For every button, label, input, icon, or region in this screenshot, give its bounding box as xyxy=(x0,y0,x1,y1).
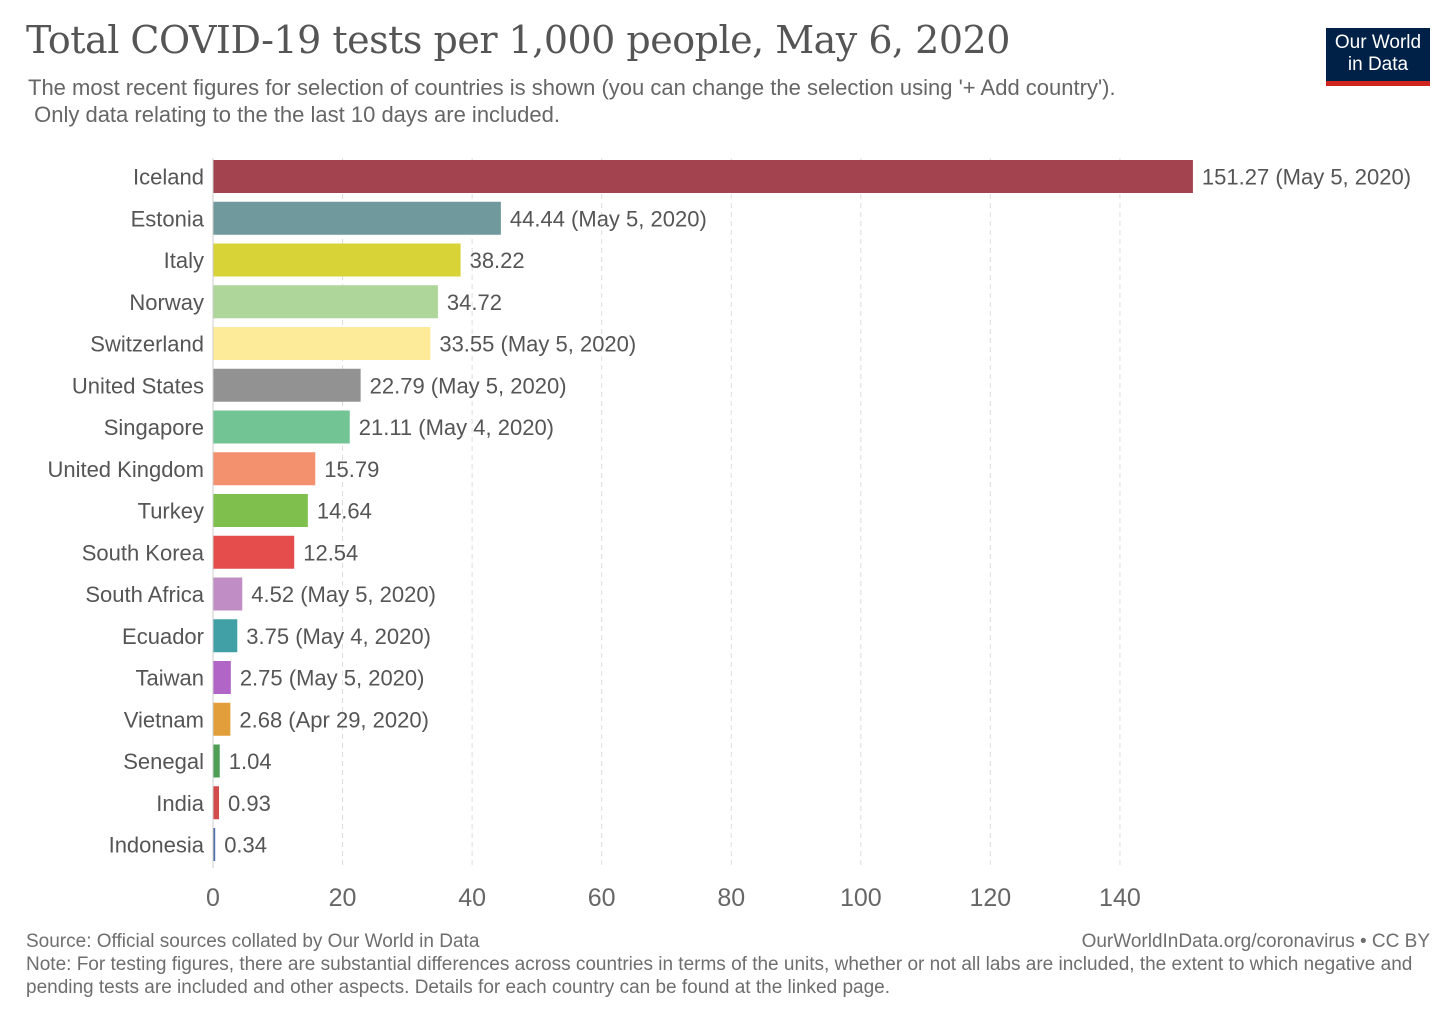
owid-logo[interactable]: Our World in Data xyxy=(1326,28,1430,86)
x-tick-label: 100 xyxy=(840,884,882,912)
category-label-ecuador: Ecuador xyxy=(122,624,204,649)
bar-united-kingdom[interactable] xyxy=(213,452,316,486)
category-label-estonia: Estonia xyxy=(131,206,205,231)
category-label-vietnam: Vietnam xyxy=(124,707,204,732)
logo-accent-bar xyxy=(1326,81,1430,86)
category-label-switzerland: Switzerland xyxy=(90,332,204,357)
bar-taiwan[interactable] xyxy=(213,661,231,694)
bar-estonia[interactable] xyxy=(213,201,501,235)
category-label-norway: Norway xyxy=(129,290,204,315)
data-label-vietnam: 2.68 (Apr 29, 2020) xyxy=(239,707,429,732)
x-tick-label: 40 xyxy=(458,884,486,912)
chart-title: Total COVID-19 tests per 1,000 people, M… xyxy=(26,18,1010,62)
data-label-ecuador: 3.75 (May 4, 2020) xyxy=(246,624,431,649)
bar-switzerland[interactable] xyxy=(213,327,431,360)
source-text: Source: Official sources collated by Our… xyxy=(26,931,480,952)
x-tick-label: 120 xyxy=(970,884,1012,912)
data-label-turkey: 14.64 xyxy=(317,499,372,524)
bar-turkey[interactable] xyxy=(213,494,308,527)
x-tick-label: 140 xyxy=(1099,884,1141,912)
data-label-iceland: 151.27 (May 5, 2020) xyxy=(1202,165,1411,190)
logo-line-2: in Data xyxy=(1347,54,1409,75)
logo-line-1: Our World xyxy=(1334,32,1422,53)
x-tick-label: 0 xyxy=(206,884,220,912)
category-label-italy: Italy xyxy=(164,248,204,273)
data-label-united-states: 22.79 (May 5, 2020) xyxy=(370,373,567,398)
subtitle-line-2: Only data relating to the the last 10 da… xyxy=(28,102,560,127)
data-label-estonia: 44.44 (May 5, 2020) xyxy=(510,206,707,231)
bar-ecuador[interactable] xyxy=(213,619,238,653)
bar-singapore[interactable] xyxy=(213,410,350,444)
category-label-senegal: Senegal xyxy=(123,749,204,774)
data-label-switzerland: 33.55 (May 5, 2020) xyxy=(439,332,636,357)
category-label-united-states: United States xyxy=(72,373,204,398)
bar-india[interactable] xyxy=(213,786,220,820)
bar-south-korea[interactable] xyxy=(213,535,295,569)
category-label-south-africa: South Africa xyxy=(85,582,204,607)
chart-footer: Source: Official sources collated by Our… xyxy=(26,930,1430,999)
data-label-taiwan: 2.75 (May 5, 2020) xyxy=(240,666,425,691)
category-label-turkey: Turkey xyxy=(138,499,204,524)
grid-lines xyxy=(342,158,1121,868)
category-label-taiwan: Taiwan xyxy=(136,666,204,691)
bar-norway[interactable] xyxy=(213,285,438,319)
category-label-indonesia: Indonesia xyxy=(109,833,205,858)
data-label-united-kingdom: 15.79 xyxy=(324,457,379,482)
data-label-indonesia: 0.34 xyxy=(224,833,267,858)
x-tick-label: 80 xyxy=(717,884,745,912)
bar-senegal[interactable] xyxy=(213,744,220,778)
category-label-singapore: Singapore xyxy=(104,415,204,440)
license-link[interactable]: OurWorldInData.org/coronavirus • CC BY xyxy=(1081,931,1430,952)
category-label-iceland: Iceland xyxy=(133,165,204,190)
subtitle-line-1: The most recent figures for selection of… xyxy=(28,75,1116,100)
x-axis: 0 20 40 60 80 100 120 140 xyxy=(206,158,1141,912)
bar-chart: Iceland 151.27 (May 5, 2020) Estonia 44.44 … xyxy=(47,158,1411,912)
note-text: Note: For testing figures, there are sub… xyxy=(26,954,1413,998)
bar-vietnam[interactable] xyxy=(213,702,231,736)
data-label-norway: 34.72 xyxy=(447,290,502,315)
category-label-south-korea: South Korea xyxy=(82,540,205,565)
bar-italy[interactable] xyxy=(213,243,461,277)
bar-united-states[interactable] xyxy=(213,368,361,402)
bars: Iceland 151.27 (May 5, 2020) Estonia 44.44 … xyxy=(47,160,1411,861)
data-label-india: 0.93 xyxy=(228,791,271,816)
data-label-south-africa: 4.52 (May 5, 2020) xyxy=(251,582,436,607)
x-tick-label: 20 xyxy=(329,884,357,912)
category-label-india: India xyxy=(156,791,204,816)
data-label-south-korea: 12.54 xyxy=(303,540,358,565)
category-label-united-kingdom: United Kingdom xyxy=(47,457,204,482)
bar-indonesia[interactable] xyxy=(213,828,216,861)
x-tick-label: 60 xyxy=(588,884,616,912)
data-label-singapore: 21.11 (May 4, 2020) xyxy=(359,415,554,440)
data-label-italy: 38.22 xyxy=(470,248,525,273)
bar-iceland[interactable] xyxy=(213,160,1193,193)
data-label-senegal: 1.04 xyxy=(229,749,272,774)
bar-south-africa[interactable] xyxy=(213,577,243,611)
chart-subtitle: The most recent figures for selection of… xyxy=(28,74,1298,128)
